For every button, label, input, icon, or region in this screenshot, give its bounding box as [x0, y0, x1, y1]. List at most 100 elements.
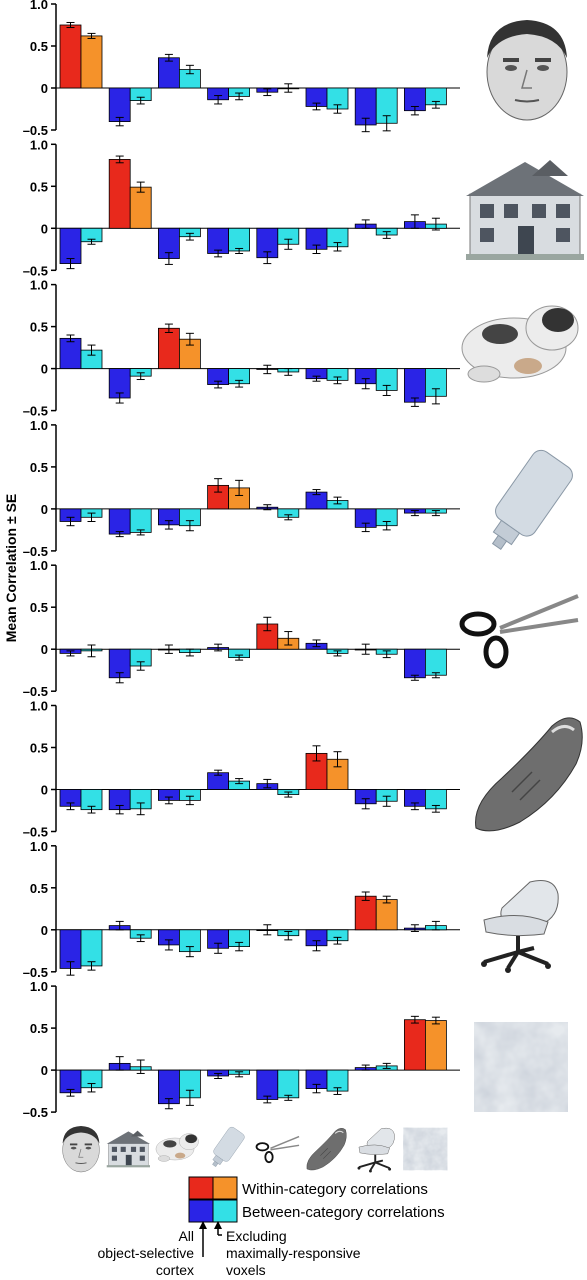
- y-tick-label: 0.5: [30, 600, 48, 615]
- house-icon: [106, 1130, 150, 1168]
- house-icon: [466, 160, 584, 260]
- y-tick-label: –0.5: [23, 123, 48, 138]
- scrambled-icon: [474, 1022, 568, 1112]
- bar-scrambled-all: [403, 368, 426, 403]
- y-tick-label: 0.5: [30, 741, 48, 756]
- bar-scissors-excl: [277, 1069, 300, 1099]
- y-tick-label: 0: [41, 502, 48, 517]
- bottom-scrambled-icon: [403, 1127, 448, 1171]
- annotation-excl-line3: voxels: [226, 1262, 266, 1278]
- y-tick-label: 0.5: [30, 179, 48, 194]
- annotation-all-line2: object-selective: [98, 1245, 195, 1261]
- bottom-scissors-icon: [255, 1135, 300, 1164]
- bar-scrambled-all: [403, 648, 426, 679]
- bottom-bottle-icon: [212, 1126, 245, 1168]
- scrambled-icon: [403, 1127, 448, 1171]
- y-tick-label: 0.5: [30, 1021, 48, 1036]
- panel-face: 1.0 0.5 0 –0.5: [23, 0, 460, 138]
- annotation-excl-line1: Excluding: [226, 1228, 287, 1244]
- y-tick-label: –0.5: [23, 544, 48, 559]
- bar-house-all: [108, 159, 131, 229]
- bar-scrambled-all: [403, 1019, 426, 1071]
- bottom-face-icon: [62, 1126, 100, 1173]
- cat-icon: [155, 1133, 199, 1162]
- y-tick-label: 0: [41, 642, 48, 657]
- bar-cat-all: [157, 327, 180, 369]
- y-tick-label: 0: [41, 1063, 48, 1078]
- y-tick-label: 0.5: [30, 320, 48, 335]
- bottle-icon: [212, 1126, 245, 1168]
- shoe-icon: [475, 717, 583, 832]
- cat-icon: [461, 305, 579, 383]
- y-tick-label: 0: [41, 221, 48, 236]
- y-tick-label: –0.5: [23, 684, 48, 699]
- panel-shoe: 1.0 0.5 0 –0.5: [23, 699, 460, 840]
- panel-cat: 1.0 0.5 0 –0.5: [23, 278, 460, 419]
- chair-icon: [357, 1127, 395, 1173]
- y-tick-label: 0: [41, 923, 48, 938]
- bar-face-excl: [80, 35, 103, 89]
- y-tick-label: 0: [41, 81, 48, 96]
- y-tick-label: 1.0: [30, 418, 48, 433]
- bar-face-excl: [80, 929, 103, 967]
- annotation-all-line3: cortex: [156, 1262, 194, 1278]
- panel-scissors: 1.0 0.5 0 –0.5: [23, 558, 460, 699]
- bar-house-all: [108, 87, 131, 122]
- annotation-excl-line2: maximally-responsive: [226, 1245, 361, 1261]
- bar-face-all: [59, 24, 82, 89]
- bottom-chair-icon: [357, 1127, 395, 1173]
- y-tick-label: 1.0: [30, 278, 48, 293]
- y-axis-label: Mean Correlation ± SE: [3, 494, 19, 643]
- bar-scrambled-excl: [424, 1020, 447, 1071]
- panel-scrambled: 1.0 0.5 0 –0.5: [23, 979, 460, 1120]
- y-tick-label: 0: [41, 783, 48, 798]
- y-tick-label: –0.5: [23, 825, 48, 840]
- legend-swatch-between-excl: [212, 1199, 238, 1223]
- legend-swatch-between-all: [188, 1199, 214, 1223]
- y-tick-label: 0.5: [30, 39, 48, 54]
- bar-scrambled-excl: [424, 648, 447, 676]
- legend: Within-category correlations Between-cat…: [98, 1176, 445, 1278]
- panel-bottle: 1.0 0.5 0 –0.5: [23, 418, 460, 559]
- y-tick-label: 0: [41, 362, 48, 377]
- shoe-icon: [306, 1127, 347, 1171]
- bar-scissors-all: [256, 1069, 279, 1100]
- bottom-house-icon: [106, 1130, 150, 1168]
- bar-chair-excl: [375, 899, 398, 931]
- face-icon: [62, 1126, 100, 1173]
- bottom-cat-icon: [155, 1133, 199, 1162]
- chair-icon: [481, 880, 559, 973]
- y-tick-label: 1.0: [30, 699, 48, 714]
- bar-house-excl: [129, 186, 152, 229]
- y-tick-label: 1.0: [30, 0, 48, 12]
- bottom-shoe-icon: [306, 1127, 347, 1171]
- y-tick-label: –0.5: [23, 263, 48, 278]
- bar-house-excl: [129, 508, 152, 533]
- y-tick-label: 1.0: [30, 979, 48, 994]
- panels: 1.00.50–0.51.00.50–0.51.00.50–0.51.00.50…: [23, 0, 460, 1120]
- bar-chair-all: [354, 895, 377, 931]
- legend-label-between: Between-category correlations: [242, 1204, 445, 1221]
- legend-swatch-within-excl: [212, 1176, 238, 1200]
- y-tick-label: 1.0: [30, 839, 48, 854]
- face-icon: [486, 20, 568, 121]
- scissors-icon: [255, 1135, 300, 1164]
- panel-chair: 1.0 0.5 0 –0.5: [23, 839, 460, 980]
- legend-swatch-within-all: [188, 1176, 214, 1200]
- y-tick-label: –0.5: [23, 404, 48, 419]
- y-tick-label: –0.5: [23, 965, 48, 980]
- annotation-all-line1: All: [178, 1228, 194, 1244]
- bar-house-all: [108, 508, 131, 535]
- y-tick-label: –0.5: [23, 1105, 48, 1120]
- y-tick-label: 0.5: [30, 460, 48, 475]
- category-icon-row: [62, 1126, 448, 1173]
- bar-cat-all: [157, 57, 180, 89]
- legend-label-within: Within-category correlations: [242, 1181, 428, 1198]
- bar-bottle-excl: [228, 227, 251, 252]
- bottle-icon: [491, 449, 573, 551]
- y-tick-label: 0.5: [30, 881, 48, 896]
- bar-face-all: [59, 337, 82, 369]
- y-tick-label: 1.0: [30, 137, 48, 152]
- panel-house: 1.0 0.5 0 –0.5: [23, 137, 460, 278]
